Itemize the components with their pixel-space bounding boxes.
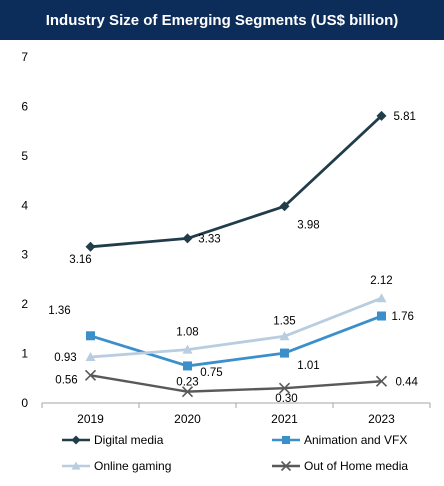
y-tick-label: 4 <box>21 198 28 212</box>
x-tick-label: 2021 <box>271 412 298 426</box>
data-point <box>181 386 194 398</box>
x-tick-label: 2020 <box>174 412 201 426</box>
legend-label: Out of Home media <box>304 459 408 473</box>
data-point <box>375 375 388 387</box>
data-label: 3.16 <box>69 254 91 266</box>
data-label: 1.08 <box>176 327 198 339</box>
x-tick-label: 2023 <box>368 412 395 426</box>
data-label: 5.81 <box>394 111 416 123</box>
y-tick-label: 3 <box>21 248 28 262</box>
legend-marker <box>71 461 81 470</box>
y-tick-label: 6 <box>21 99 28 113</box>
y-tick-label: 0 <box>21 396 28 410</box>
data-point <box>280 348 289 358</box>
data-label: 0.30 <box>275 393 297 405</box>
y-tick-label: 7 <box>21 50 28 64</box>
data-label: 0.23 <box>176 377 198 389</box>
y-tick-label: 2 <box>21 297 28 311</box>
series-line <box>90 114 383 249</box>
data-point <box>84 369 97 381</box>
data-label: 1.35 <box>273 315 295 327</box>
series-line <box>90 374 382 393</box>
data-point <box>279 201 290 212</box>
chart-title: Industry Size of Emerging Segments (US$ … <box>45 11 399 29</box>
legend-marker <box>280 460 292 472</box>
data-label: 1.36 <box>48 305 70 317</box>
data-label: 3.98 <box>297 219 319 231</box>
data-point <box>377 311 386 321</box>
data-label: 1.01 <box>297 360 319 372</box>
legend-label: Digital media <box>94 433 164 447</box>
data-point <box>182 233 193 244</box>
series-line <box>90 314 382 368</box>
data-point <box>278 382 291 394</box>
y-tick-label: 5 <box>21 149 28 163</box>
data-label: 1.76 <box>392 311 414 323</box>
y-tick-label: 1 <box>21 347 28 361</box>
data-label: 0.44 <box>396 376 419 388</box>
series-line <box>90 296 383 359</box>
legend-label: Online gaming <box>94 459 171 473</box>
data-point <box>279 331 290 341</box>
data-point <box>183 361 192 371</box>
legend-marker <box>71 435 81 445</box>
data-point <box>376 293 387 303</box>
data-label: 2.12 <box>370 275 392 287</box>
data-label: 0.93 <box>54 352 76 364</box>
data-label: 0.75 <box>200 367 222 379</box>
data-label: 0.56 <box>55 374 77 386</box>
data-point <box>86 331 95 341</box>
title-bar: Industry Size of Emerging Segments (US$ … <box>0 0 444 40</box>
legend-label: Animation and VFX <box>304 433 407 447</box>
data-point <box>182 344 193 354</box>
legend-marker <box>282 436 290 444</box>
data-point <box>85 352 96 362</box>
data-label: 3.33 <box>198 233 220 245</box>
data-point <box>376 110 387 121</box>
x-tick-label: 2019 <box>77 412 104 426</box>
data-point <box>85 241 96 252</box>
